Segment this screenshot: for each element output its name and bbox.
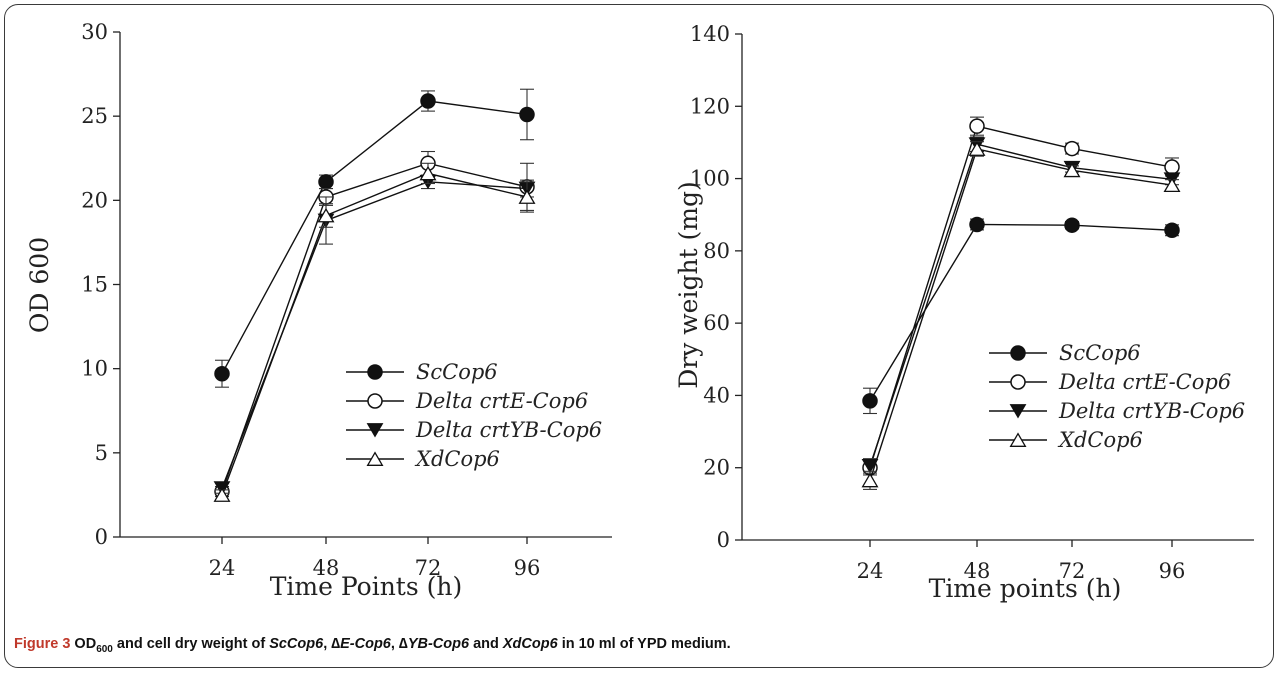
series-line	[221, 172, 528, 496]
caption-part: OD	[70, 636, 97, 652]
y-axis-label: Dry weight (mg)	[674, 181, 703, 389]
series-line	[221, 100, 528, 375]
legend-marker	[367, 393, 383, 409]
data-point	[214, 365, 230, 382]
data-point	[519, 106, 535, 123]
data-point	[318, 174, 334, 190]
caption-part: in 10 ml of YPD medium.	[557, 636, 731, 652]
caption-part: 600	[96, 643, 113, 655]
legend-label: Delta crtE-Cop6	[415, 389, 588, 413]
data-point	[1064, 140, 1080, 157]
data-point	[969, 216, 985, 233]
y-axis-label: OD 600	[25, 237, 54, 333]
series-4	[861, 141, 1181, 490]
y-tick-label: 0	[95, 525, 108, 549]
x-tick-label: 72	[1059, 559, 1086, 583]
data-point	[1064, 217, 1080, 233]
y-tick-label: 15	[81, 273, 108, 297]
legend-label: Delta crtE-Cop6	[1058, 370, 1231, 394]
caption-part: , ∆	[323, 636, 341, 652]
x-tick-label: 24	[209, 556, 236, 580]
figure-frame	[4, 4, 1274, 668]
legend-marker	[1009, 432, 1027, 447]
caption-part: E-Cop6	[340, 636, 391, 652]
data-point	[1164, 222, 1180, 239]
legend-label: ScCop6	[416, 360, 498, 384]
x-tick-label: 48	[964, 559, 991, 583]
y-tick-label: 140	[690, 22, 730, 46]
data-point	[969, 118, 985, 134]
data-point	[861, 472, 879, 488]
y-tick-label: 20	[703, 456, 730, 480]
legend-marker	[1010, 345, 1026, 361]
x-tick-label: 24	[857, 559, 884, 583]
y-tick-label: 0	[717, 528, 730, 552]
data-point	[1163, 177, 1181, 193]
caption-part: ScCop6	[269, 636, 324, 652]
series-line	[221, 181, 528, 489]
figure-caption: Figure 3 OD600 and cell dry weight of Sc…	[14, 636, 1264, 655]
legend-label: Delta crtYB-Cop6	[415, 418, 602, 442]
y-tick-label: 25	[81, 104, 108, 128]
data-point	[213, 487, 231, 502]
data-point	[862, 393, 878, 409]
x-tick-label: 72	[415, 556, 442, 580]
x-axis-label: Time Points (h)	[270, 572, 463, 601]
y-tick-label: 120	[690, 94, 730, 118]
chart-1: 0 5 10 15 20 25 30 24 48 72 96 Time Points (h) OD 60…	[25, 20, 612, 601]
y-tick-label: 100	[690, 167, 730, 191]
legend-label: Delta crtYB-Cop6	[1058, 399, 1245, 423]
y-tick-label: 10	[81, 357, 108, 381]
y-tick-label: 40	[703, 383, 730, 407]
legend-marker	[367, 364, 383, 380]
series-line	[869, 125, 1173, 468]
chart-2: 0 20 40 60 80 100 120 140 24 48 72 96 Time points (h…	[674, 22, 1254, 603]
data-point	[1164, 159, 1180, 175]
y-tick-label: 80	[703, 239, 730, 263]
series-line	[221, 162, 528, 492]
caption-part: YB-Cop6	[407, 636, 470, 652]
caption-part: and cell dry weight of	[112, 636, 270, 652]
data-point	[317, 207, 335, 223]
legend-label: XdCop6	[414, 447, 500, 471]
series-1	[862, 216, 1180, 415]
caption-part: , ∆	[390, 636, 408, 652]
legend-marker	[1010, 374, 1026, 390]
x-tick-label: 96	[514, 556, 541, 580]
data-point	[861, 459, 879, 474]
data-point	[968, 141, 986, 156]
y-tick-label: 60	[703, 311, 730, 335]
x-axis-label: Time points (h)	[929, 574, 1122, 603]
caption-part: and	[469, 636, 503, 652]
caption-label: Figure 3	[14, 636, 71, 652]
data-point	[419, 165, 437, 181]
legend: ScCop6 Delta crtE-Cop6 Delta crtYB-Cop6 XdC…	[989, 341, 1245, 452]
x-tick-label: 48	[313, 556, 340, 580]
series-4	[213, 162, 536, 502]
y-tick-label: 5	[95, 441, 108, 465]
series-line	[869, 148, 1173, 481]
legend-marker	[1009, 404, 1027, 419]
y-tick-label: 20	[81, 188, 108, 212]
y-tick-label: 30	[81, 20, 108, 44]
series-1	[214, 88, 535, 388]
series-line	[869, 143, 1173, 467]
x-tick-label: 96	[1159, 559, 1186, 583]
data-point	[518, 189, 536, 204]
legend-label: XdCop6	[1057, 428, 1143, 452]
caption-part: XdCop6	[502, 636, 558, 652]
data-point	[1063, 162, 1081, 178]
legend-marker	[366, 451, 384, 466]
legend-marker	[366, 423, 384, 438]
legend-label: ScCop6	[1059, 341, 1141, 365]
data-point	[420, 93, 436, 109]
caption-text: OD600 and cell dry weight of ScCop6, ∆E-…	[70, 636, 731, 655]
legend: ScCop6 Delta crtE-Cop6 Delta crtYB-Cop6 XdC…	[346, 360, 602, 471]
